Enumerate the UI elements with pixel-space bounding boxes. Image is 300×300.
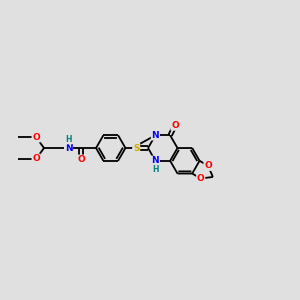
Text: H: H (152, 165, 159, 174)
Text: S: S (133, 143, 140, 152)
Text: O: O (77, 155, 85, 164)
Text: O: O (32, 154, 40, 163)
Text: N: N (65, 143, 72, 152)
Text: H: H (65, 135, 72, 144)
Text: O: O (32, 133, 40, 142)
Text: O: O (204, 161, 212, 170)
Text: O: O (197, 174, 205, 183)
Text: N: N (152, 156, 159, 165)
Text: O: O (171, 121, 179, 130)
Text: N: N (152, 131, 159, 140)
